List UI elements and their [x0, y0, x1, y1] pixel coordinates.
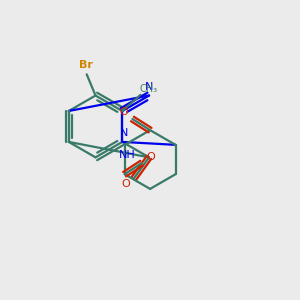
Text: Br: Br — [79, 61, 93, 70]
Text: O: O — [121, 179, 130, 190]
Text: N: N — [145, 82, 153, 92]
Text: O: O — [146, 152, 155, 162]
Text: N: N — [120, 128, 128, 138]
Text: CH₃: CH₃ — [140, 85, 158, 94]
Text: NH: NH — [118, 150, 135, 160]
Text: O: O — [119, 107, 128, 118]
